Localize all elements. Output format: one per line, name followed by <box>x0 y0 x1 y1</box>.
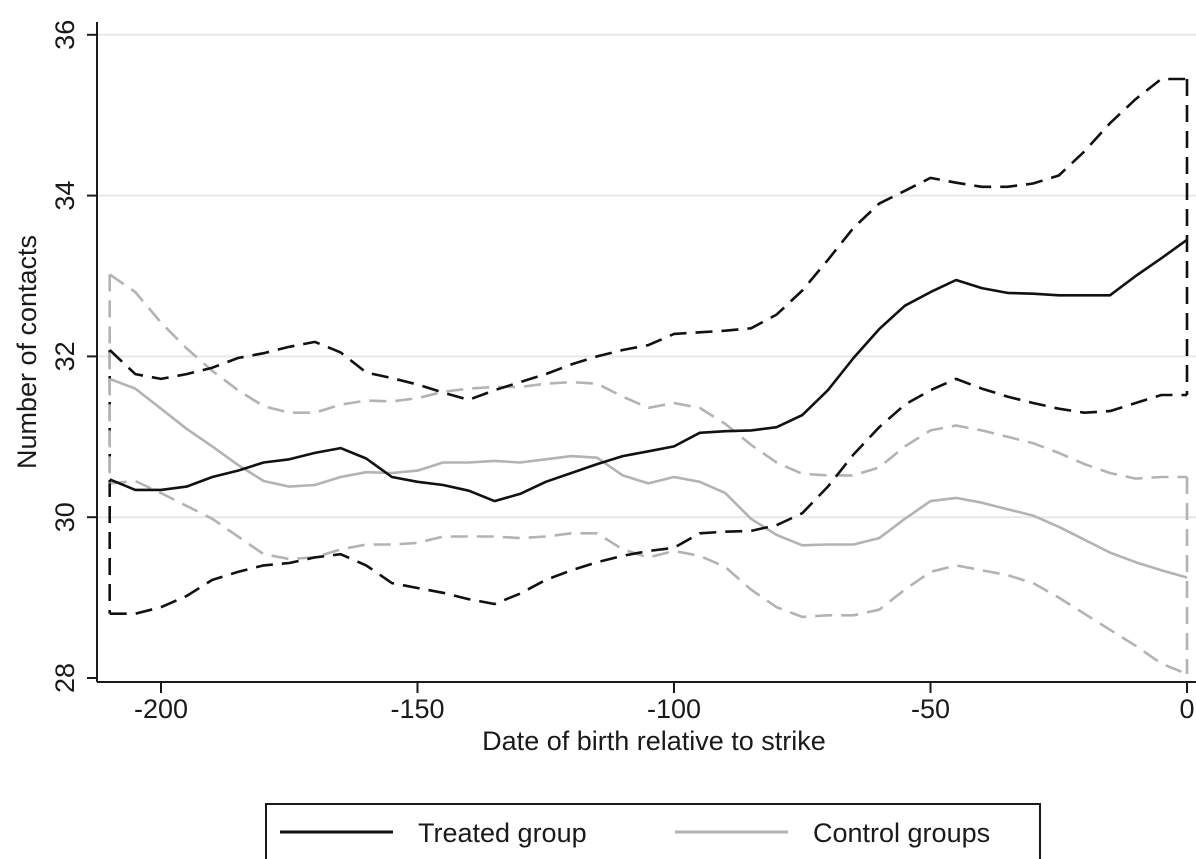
y-tick-label: 30 <box>50 502 80 532</box>
y-tick-label: 36 <box>50 20 80 50</box>
x-tick-label: -200 <box>134 694 188 724</box>
x-tick-label: -100 <box>647 694 701 724</box>
treated-ci-line <box>108 77 1187 402</box>
treated-ci-line <box>109 377 1187 615</box>
control-line <box>109 377 1188 579</box>
x-axis-title: Date of birth relative to strike <box>482 726 826 756</box>
x-tick-label: -50 <box>911 694 950 724</box>
control-ci-line <box>109 479 1188 676</box>
y-ticks: 28 30 32 34 36 <box>50 20 97 693</box>
series-lines <box>108 77 1189 676</box>
control-ci-line <box>108 273 1187 480</box>
legend-box <box>265 803 1041 859</box>
y-tick-label: 28 <box>50 663 80 693</box>
x-tick-label: 0 <box>1179 694 1194 724</box>
legend: Treated group Control groups <box>265 803 1041 859</box>
axes <box>96 22 1196 683</box>
legend-label-control: Control groups <box>813 818 990 848</box>
x-ticks: -200 -150 -100 -50 0 <box>134 682 1195 724</box>
x-tick-label: -150 <box>390 694 444 724</box>
y-tick-label: 34 <box>50 181 80 211</box>
y-axis-title: Number of contacts <box>12 235 42 469</box>
legend-label-treated: Treated group <box>418 818 587 848</box>
treated-line <box>109 238 1188 503</box>
gridlines <box>97 33 1196 519</box>
y-tick-label: 32 <box>50 341 80 371</box>
